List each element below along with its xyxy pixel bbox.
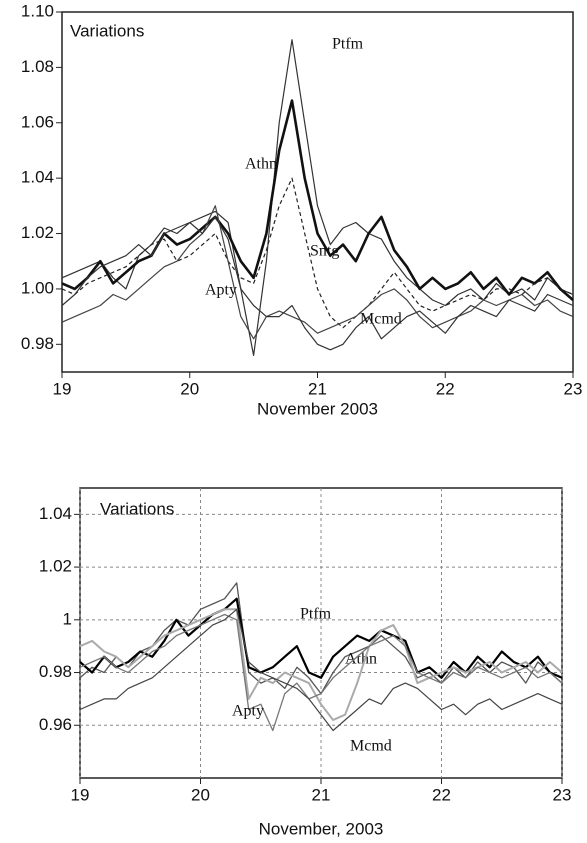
- series-line: [79, 613, 563, 732]
- series-label: Sntg: [310, 243, 339, 260]
- series-line: [61, 205, 574, 340]
- series-label: Athn: [245, 156, 277, 173]
- series-label: Apty: [232, 703, 264, 720]
- series-label: Mcmd: [350, 738, 392, 755]
- y-tick-label: 1.04: [21, 168, 54, 187]
- series-line: [61, 39, 574, 356]
- series-label: Ptfm: [332, 36, 364, 53]
- series-label: Athn: [345, 651, 377, 668]
- x-axis-label: November, 2003: [259, 819, 384, 838]
- x-tick-label: 23: [553, 785, 572, 804]
- series-line: [79, 608, 563, 732]
- y-tick-label: 1.02: [39, 557, 72, 576]
- y-tick-label: 1.00: [21, 278, 54, 297]
- x-axis-label: November 2003: [257, 399, 378, 418]
- series-line: [61, 216, 574, 351]
- x-tick-label: 22: [432, 785, 451, 804]
- y-tick-label: 1.08: [21, 57, 54, 76]
- x-tick-label: 20: [180, 379, 199, 398]
- x-tick-label: 22: [436, 379, 455, 398]
- x-tick-label: 23: [564, 379, 583, 398]
- series-line: [79, 608, 563, 721]
- series-label: Mcmd: [360, 311, 402, 328]
- chart-title: Variations: [100, 499, 174, 518]
- y-tick-label: 0.98: [39, 662, 72, 681]
- y-tick-label: 0.96: [39, 715, 72, 734]
- y-tick-label: 1: [63, 609, 72, 628]
- x-tick-label: 19: [71, 785, 90, 804]
- x-tick-label: 20: [191, 785, 210, 804]
- series-label: Apty: [205, 282, 237, 299]
- plot-frame: [61, 11, 574, 373]
- series-line: [61, 99, 574, 301]
- series-line: [61, 177, 574, 329]
- y-tick-label: 1.10: [21, 1, 54, 20]
- x-tick-label: 21: [312, 785, 331, 804]
- chart-title: Variations: [70, 21, 144, 40]
- x-tick-label: 21: [308, 379, 327, 398]
- x-tick-label: 19: [53, 379, 72, 398]
- y-tick-label: 1.04: [39, 504, 72, 523]
- y-tick-label: 0.98: [21, 334, 54, 353]
- y-tick-label: 1.02: [21, 223, 54, 242]
- y-tick-label: 1.06: [21, 112, 54, 131]
- series-label: Ptfm: [300, 606, 332, 623]
- series-line: [79, 597, 563, 679]
